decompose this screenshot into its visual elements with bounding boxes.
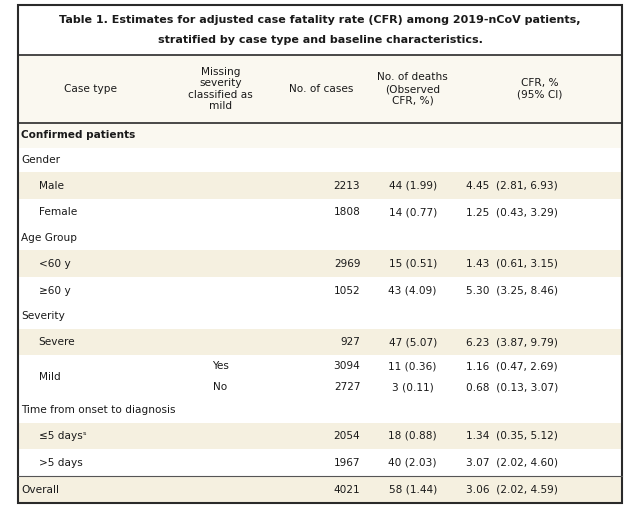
Text: 18 (0.88): 18 (0.88) (388, 431, 437, 441)
Bar (17, 148, 623, 172)
Text: ≤5 daysˢ: ≤5 daysˢ (38, 431, 86, 441)
Text: 0.68  (0.13, 3.07): 0.68 (0.13, 3.07) (466, 383, 558, 392)
Text: 1.16  (0.47, 2.69): 1.16 (0.47, 2.69) (466, 361, 557, 371)
Text: 3094: 3094 (333, 361, 360, 371)
Text: 2054: 2054 (333, 431, 360, 441)
Bar (17, 250, 623, 277)
Text: 3.06  (2.02, 4.59): 3.06 (2.02, 4.59) (466, 485, 558, 495)
Text: Table 1. Estimates for adjusted case fatality rate (CFR) among 2019-nCoV patient: Table 1. Estimates for adjusted case fat… (60, 15, 580, 25)
Text: 1052: 1052 (333, 285, 360, 296)
Text: stratified by case type and baseline characteristics.: stratified by case type and baseline cha… (157, 35, 483, 45)
Text: Case type: Case type (64, 84, 117, 94)
Text: Gender: Gender (21, 155, 60, 165)
Text: 4021: 4021 (333, 485, 360, 495)
Text: <60 y: <60 y (38, 259, 70, 269)
Text: 3 (0.11): 3 (0.11) (392, 383, 433, 392)
Bar (17, 423, 623, 450)
Text: 5.30  (3.25, 8.46): 5.30 (3.25, 8.46) (466, 285, 558, 296)
Bar (17, 226, 623, 250)
Text: 40 (2.03): 40 (2.03) (388, 458, 437, 468)
Text: Male: Male (38, 180, 63, 190)
Text: Missing
severity
classified as
mild: Missing severity classified as mild (188, 67, 253, 111)
Bar (17, 356, 623, 377)
Text: No. of deaths
(Observed
CFR, %): No. of deaths (Observed CFR, %) (378, 73, 448, 106)
Text: 43 (4.09): 43 (4.09) (388, 285, 437, 296)
Text: 1.34  (0.35, 5.12): 1.34 (0.35, 5.12) (466, 431, 558, 441)
Text: Severity: Severity (21, 311, 65, 322)
Text: Mild: Mild (38, 372, 60, 382)
Text: Confirmed patients: Confirmed patients (21, 130, 136, 140)
Text: 2969: 2969 (334, 259, 360, 269)
Bar (17, 199, 623, 226)
Text: 927: 927 (340, 337, 360, 347)
Text: 3.07  (2.02, 4.60): 3.07 (2.02, 4.60) (466, 458, 558, 468)
Text: 1967: 1967 (334, 458, 360, 468)
Bar (17, 476, 623, 503)
Text: CFR, %
(95% CI): CFR, % (95% CI) (517, 78, 563, 100)
Bar (17, 123, 623, 148)
Text: Time from onset to diagnosis: Time from onset to diagnosis (21, 405, 176, 415)
Bar (17, 277, 623, 304)
Text: 1.43  (0.61, 3.15): 1.43 (0.61, 3.15) (466, 259, 558, 269)
Bar (17, 5, 623, 55)
Bar (17, 329, 623, 356)
Text: 47 (5.07): 47 (5.07) (388, 337, 436, 347)
Text: Yes: Yes (212, 361, 229, 371)
Bar (17, 304, 623, 329)
Text: 2727: 2727 (334, 383, 360, 392)
Text: Female: Female (38, 207, 77, 217)
Text: >5 days: >5 days (38, 458, 83, 468)
Bar (17, 450, 623, 476)
Text: 4.45  (2.81, 6.93): 4.45 (2.81, 6.93) (466, 180, 557, 190)
Bar (17, 55, 623, 123)
Text: 44 (1.99): 44 (1.99) (388, 180, 436, 190)
Bar (17, 172, 623, 199)
Bar (17, 398, 623, 423)
Text: Age Group: Age Group (21, 233, 77, 243)
Text: 1.25  (0.43, 3.29): 1.25 (0.43, 3.29) (466, 207, 558, 217)
Text: No. of cases: No. of cases (289, 84, 354, 94)
Text: Overall: Overall (21, 485, 60, 495)
Text: 1808: 1808 (333, 207, 360, 217)
Text: 14 (0.77): 14 (0.77) (388, 207, 436, 217)
Bar (17, 377, 623, 398)
Text: 6.23  (3.87, 9.79): 6.23 (3.87, 9.79) (466, 337, 558, 347)
Text: 15 (0.51): 15 (0.51) (388, 259, 436, 269)
Text: ≥60 y: ≥60 y (38, 285, 70, 296)
Text: No: No (214, 383, 228, 392)
Text: Severe: Severe (38, 337, 76, 347)
Text: 58 (1.44): 58 (1.44) (388, 485, 436, 495)
Text: 11 (0.36): 11 (0.36) (388, 361, 437, 371)
Text: 2213: 2213 (333, 180, 360, 190)
